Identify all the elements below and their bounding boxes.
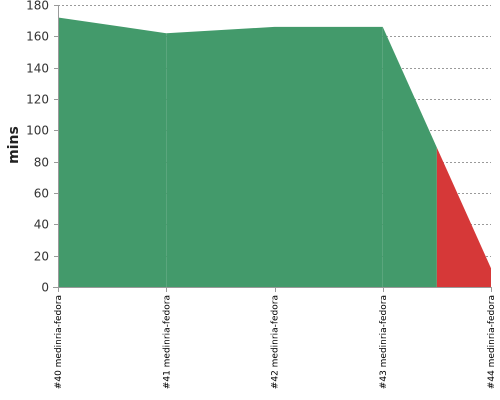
x-category-label: #42 medinria-fedora [271,295,281,389]
axes [53,5,492,292]
y-tick-label: 180 [26,0,49,13]
y-tick-label: 160 [26,30,49,44]
area-segment-success [382,26,437,287]
area-segment-failure [436,147,491,287]
y-tick-label: 140 [26,62,49,76]
y-tick-label: 100 [26,124,49,138]
y-tick-label: 20 [34,250,49,264]
x-category-label: #44 medinria-fedora [487,295,497,389]
area-segment-success [274,26,383,287]
y-tick-label: 80 [34,156,49,170]
x-category-label: #41 medinria-fedora [162,295,172,389]
x-tick-labels: #40 medinria-fedora #41 medinria-fedora #4… [54,295,497,389]
x-category-label: #43 medinria-fedora [379,295,389,389]
area-segment-success [58,17,167,288]
y-tick-label: 60 [34,187,49,201]
y-tick-label: 40 [34,218,49,232]
y-axis-title: mins [6,126,22,164]
area-series [58,17,491,288]
x-category-label: #40 medinria-fedora [54,295,64,389]
y-tick-label: 120 [26,93,49,107]
y-tick-label: 0 [41,281,49,295]
area-segment-success [166,26,275,287]
y-tick-labels: 0 20 40 60 80 100 120 140 160 180 [26,0,49,295]
